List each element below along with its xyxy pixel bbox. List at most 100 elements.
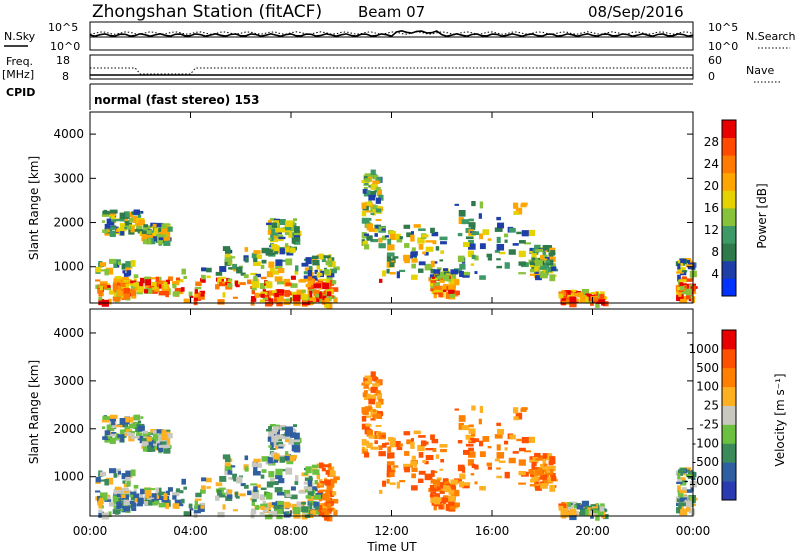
- power-cell: [108, 227, 117, 230]
- velocity-cell: [109, 414, 118, 419]
- power-cell: [113, 263, 118, 269]
- power-cell: [277, 296, 283, 302]
- velocity-cell: [676, 507, 681, 514]
- velocity-cell: [137, 420, 142, 424]
- x-tick-label: 00:00: [676, 524, 711, 538]
- velocity-colorbar-segment: [722, 386, 736, 406]
- velocity-cell: [271, 428, 278, 435]
- power-cell: [430, 227, 435, 234]
- power-cell: [167, 276, 173, 281]
- velocity-cell: [136, 430, 140, 437]
- power-cell: [260, 264, 265, 269]
- velocity-cell: [410, 441, 415, 449]
- velocity-cell: [364, 375, 372, 379]
- x-axis-label: Time UT: [366, 540, 417, 554]
- velocity-cell: [183, 486, 187, 490]
- power-cell: [163, 237, 171, 241]
- power-cell: [520, 203, 527, 208]
- velocity-cell: [458, 415, 466, 422]
- power-cell: [370, 169, 376, 176]
- power-cell: [104, 268, 109, 276]
- power-cell: [332, 261, 336, 267]
- power-cell: [293, 239, 301, 245]
- power-cell: [518, 272, 526, 275]
- velocity-cell: [146, 436, 152, 442]
- power-cell: [585, 293, 593, 297]
- velocity-cell: [433, 479, 441, 485]
- velocity-cell: [479, 451, 486, 458]
- power-cell: [368, 194, 376, 201]
- velocity-cell: [150, 437, 154, 443]
- velocity-cell: [228, 477, 233, 480]
- velocity-cell: [255, 484, 261, 488]
- velocity-cell: [268, 445, 272, 448]
- power-cell: [590, 292, 597, 295]
- power-cell: [236, 266, 243, 274]
- velocity-cell: [504, 471, 510, 479]
- power-cell: [585, 301, 593, 304]
- velocity-cell: [303, 472, 308, 476]
- velocity-cell: [690, 484, 694, 491]
- velocity-cell: [154, 500, 160, 504]
- power-cell: [156, 233, 160, 238]
- power-cell: [368, 228, 375, 232]
- velocity-cell: [158, 494, 162, 500]
- velocity-cell: [133, 414, 140, 421]
- power-cell: [102, 210, 110, 215]
- velocity-cell: [378, 445, 383, 451]
- power-cell: [395, 233, 401, 240]
- power-cell: [201, 267, 207, 272]
- power-cell: [274, 236, 279, 243]
- power-cell: [137, 215, 142, 218]
- power-cell: [567, 292, 573, 298]
- power-cell: [261, 259, 267, 264]
- velocity-cell: [375, 413, 382, 418]
- power-cell: [273, 245, 280, 252]
- velocity-cell: [125, 470, 131, 477]
- power-cell: [142, 225, 150, 230]
- power-cell: [307, 276, 313, 281]
- velocity-cell: [534, 480, 539, 485]
- power-cell: [445, 291, 450, 299]
- power-cell: [262, 289, 266, 293]
- power-cell: [112, 296, 121, 302]
- power-cell: [314, 269, 318, 275]
- power-cell: [219, 281, 227, 287]
- freq-frame: [89, 54, 694, 80]
- power-colorbar-tick: 16: [704, 201, 719, 215]
- power-cell: [425, 246, 434, 252]
- velocity-cell: [595, 511, 604, 517]
- velocity-cell: [95, 476, 101, 483]
- power-cell: [518, 240, 526, 244]
- power-cell: [176, 290, 180, 293]
- velocity-cell: [146, 440, 154, 446]
- power-cell: [301, 290, 307, 293]
- velocity-cell: [362, 392, 368, 398]
- power-cell: [222, 246, 231, 251]
- velocity-cell: [678, 503, 682, 509]
- power-cell: [448, 289, 455, 294]
- power-cell: [98, 291, 103, 297]
- velocity-cell: [692, 503, 697, 507]
- power-cell: [333, 297, 338, 303]
- velocity-cell: [535, 485, 542, 491]
- velocity-cell: [368, 398, 376, 405]
- velocity-cell: [261, 456, 270, 462]
- velocity-cell: [154, 434, 159, 441]
- power-cell: [314, 297, 320, 303]
- velocity-cell: [365, 423, 372, 427]
- power-cell: [496, 236, 501, 244]
- power-cell: [137, 229, 146, 234]
- power-cell: [122, 270, 126, 274]
- velocity-cell: [440, 449, 447, 453]
- power-cell: [277, 289, 285, 294]
- velocity-cell: [98, 509, 103, 514]
- power-cell: [479, 275, 486, 280]
- velocity-cell: [518, 482, 526, 485]
- velocity-cell: [376, 392, 382, 400]
- velocity-cell: [273, 509, 280, 515]
- power-cell: [454, 279, 460, 286]
- velocity-cell: [479, 405, 484, 413]
- velocity-cell: [328, 470, 335, 477]
- power-cell: [275, 265, 283, 270]
